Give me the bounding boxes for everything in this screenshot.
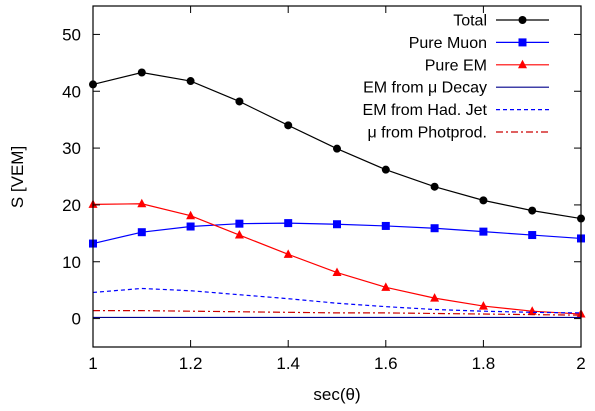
legend-label: Total (453, 13, 487, 30)
legend-item: EM from μ Decay (363, 80, 549, 97)
legend-label: EM from μ Decay (363, 80, 487, 97)
data-point (381, 282, 391, 291)
data-point (186, 77, 195, 86)
data-point (284, 219, 293, 228)
data-point (235, 219, 244, 228)
data-point (235, 97, 244, 106)
series-4 (92, 287, 582, 314)
y-tick-label: 30 (62, 139, 81, 158)
data-point (332, 267, 342, 277)
x-tick-label: 1 (88, 354, 97, 373)
data-point (186, 210, 196, 220)
series-5 (93, 310, 582, 316)
data-point (528, 231, 537, 240)
legend-item: μ from Photprod. (368, 125, 549, 142)
x-tick-label: 1.6 (374, 354, 398, 373)
legend-marker (518, 38, 527, 47)
legend-item: Pure Muon (409, 35, 549, 52)
legend-item: Total (453, 13, 549, 30)
data-point (283, 249, 293, 258)
y-tick-label: 50 (62, 25, 81, 44)
x-tick-label: 1.8 (472, 354, 496, 373)
y-tick-label: 20 (62, 196, 81, 215)
data-point (333, 144, 341, 153)
data-point (137, 68, 146, 77)
x-tick-label: 1.4 (276, 354, 300, 373)
data-point (430, 293, 440, 302)
series-1 (89, 219, 585, 248)
legend-label: Pure EM (425, 57, 487, 74)
data-point (381, 221, 390, 230)
x-tick-label: 2 (576, 354, 585, 373)
y-axis-title: S [VEM] (8, 146, 27, 208)
data-point (479, 196, 488, 205)
y-tick-label: 40 (62, 82, 81, 101)
legend-item: Pure EM (425, 57, 549, 74)
data-point (137, 198, 147, 208)
data-point (333, 220, 341, 229)
data-point (430, 182, 439, 191)
legend-item: EM from Had. Jet (363, 102, 549, 119)
data-point (478, 301, 488, 310)
data-point (186, 222, 195, 231)
data-point (381, 165, 390, 174)
data-point (284, 121, 293, 130)
series-line (92, 287, 582, 314)
data-point (528, 206, 537, 215)
x-tick-label: 1.2 (179, 354, 203, 373)
data-point (479, 227, 488, 236)
plot-frame (92, 5, 582, 348)
plot-content (88, 68, 586, 319)
y-tick-label: 0 (72, 310, 81, 329)
legend-label: EM from Had. Jet (363, 102, 488, 119)
data-point (234, 230, 244, 239)
data-point (430, 224, 439, 233)
series-line (93, 310, 582, 316)
ticks (92, 6, 582, 347)
series-2 (88, 198, 586, 318)
x-axis-title: sec(θ) (313, 385, 360, 404)
y-tick-label: 10 (62, 253, 81, 272)
legend-label: Pure Muon (409, 35, 487, 52)
legend: Total Pure Muon Pure EM EM from μ Decay EM f… (363, 13, 549, 142)
legend-marker (518, 16, 527, 24)
legend-marker (518, 59, 527, 69)
legend-label: μ from Photprod. (368, 125, 488, 142)
data-point (137, 228, 146, 237)
series-0 (89, 68, 585, 223)
